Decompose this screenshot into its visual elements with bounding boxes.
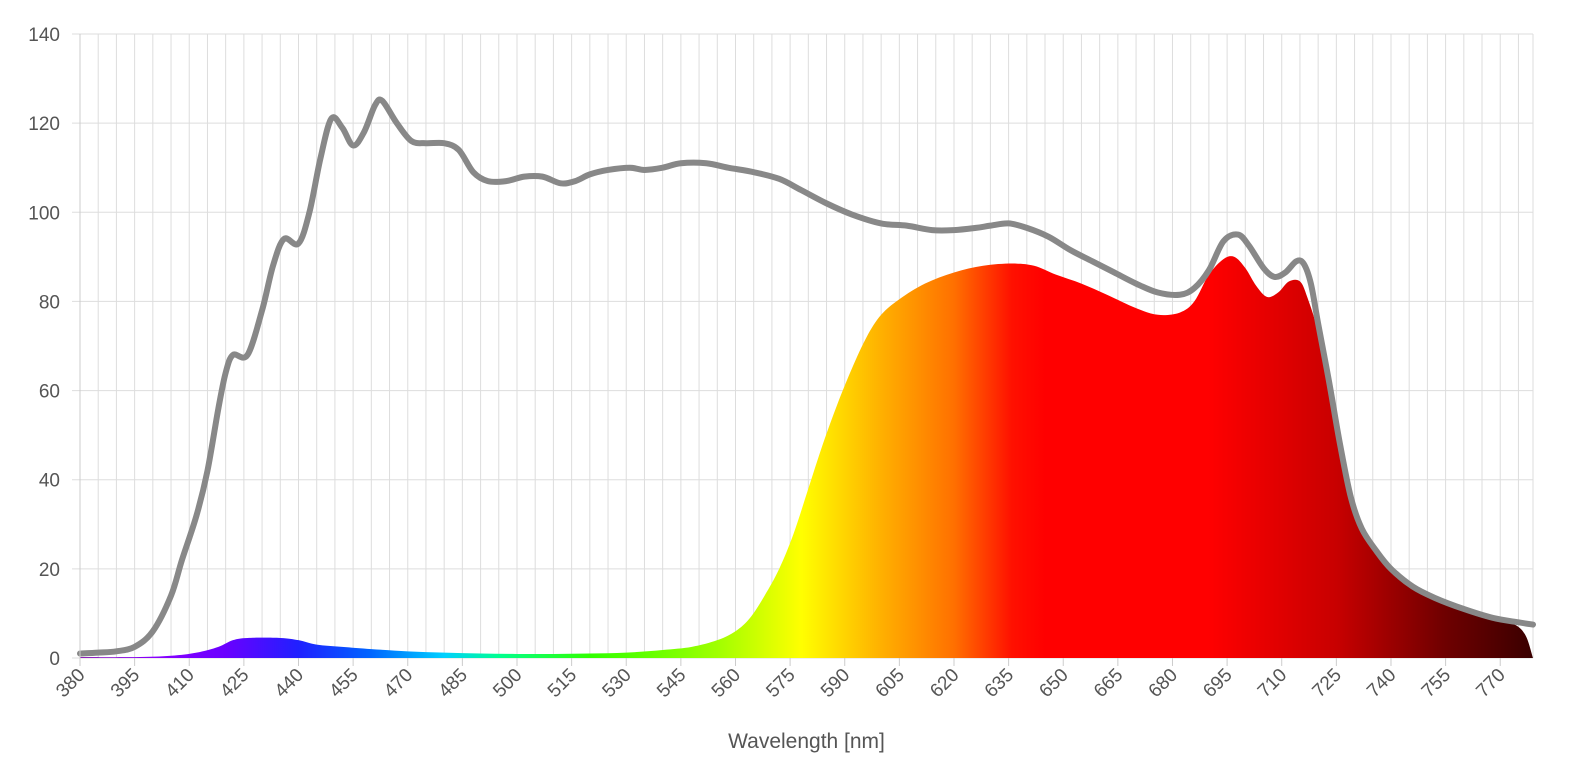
y-tick-label: 40 [39,471,60,492]
y-tick-label: 60 [39,382,60,403]
x-tick-label: 470 [380,665,417,702]
reference-line [77,96,1536,657]
x-tick-label: 455 [325,665,362,702]
y-tick-label: 100 [28,203,60,224]
x-tick-label: 545 [653,665,690,702]
x-tick-label: 560 [708,665,745,702]
x-axis-title: Wavelength [nm] [728,730,885,753]
x-tick-label: 575 [762,665,799,702]
y-tick-label: 20 [39,560,60,581]
x-tick-label: 515 [544,665,581,702]
x-tick-label: 605 [872,665,909,702]
x-tick-label: 635 [981,665,1018,702]
spectrum-area [80,256,1533,658]
x-tick-label: 725 [1309,665,1346,702]
x-tick-label: 485 [435,665,472,702]
y-tick-label: 0 [49,649,60,670]
x-tick-label: 620 [926,665,963,702]
x-tick-label: 530 [599,665,636,702]
x-tick-label: 380 [52,665,89,702]
y-tick-label: 140 [28,25,60,46]
x-tick-label: 680 [1145,665,1182,702]
x-tick-label: 425 [216,665,253,702]
x-tick-label: 410 [162,665,199,702]
x-tick-label: 710 [1254,665,1291,702]
area-layer [80,256,1533,658]
x-tick-label: 395 [107,665,144,702]
line-layer [77,96,1536,657]
x-tick-label: 440 [271,665,308,702]
y-tick-label: 80 [39,292,60,313]
x-tick-label: 695 [1199,665,1236,702]
y-tick-label: 120 [28,114,60,135]
x-tick-label: 770 [1472,665,1509,702]
x-tick-label: 665 [1090,665,1127,702]
x-tick-label: 755 [1418,665,1455,702]
x-tick-label: 500 [489,665,526,702]
x-tick-label: 740 [1363,665,1400,702]
x-tick-label: 650 [1036,665,1073,702]
x-tick-label: 590 [817,665,854,702]
